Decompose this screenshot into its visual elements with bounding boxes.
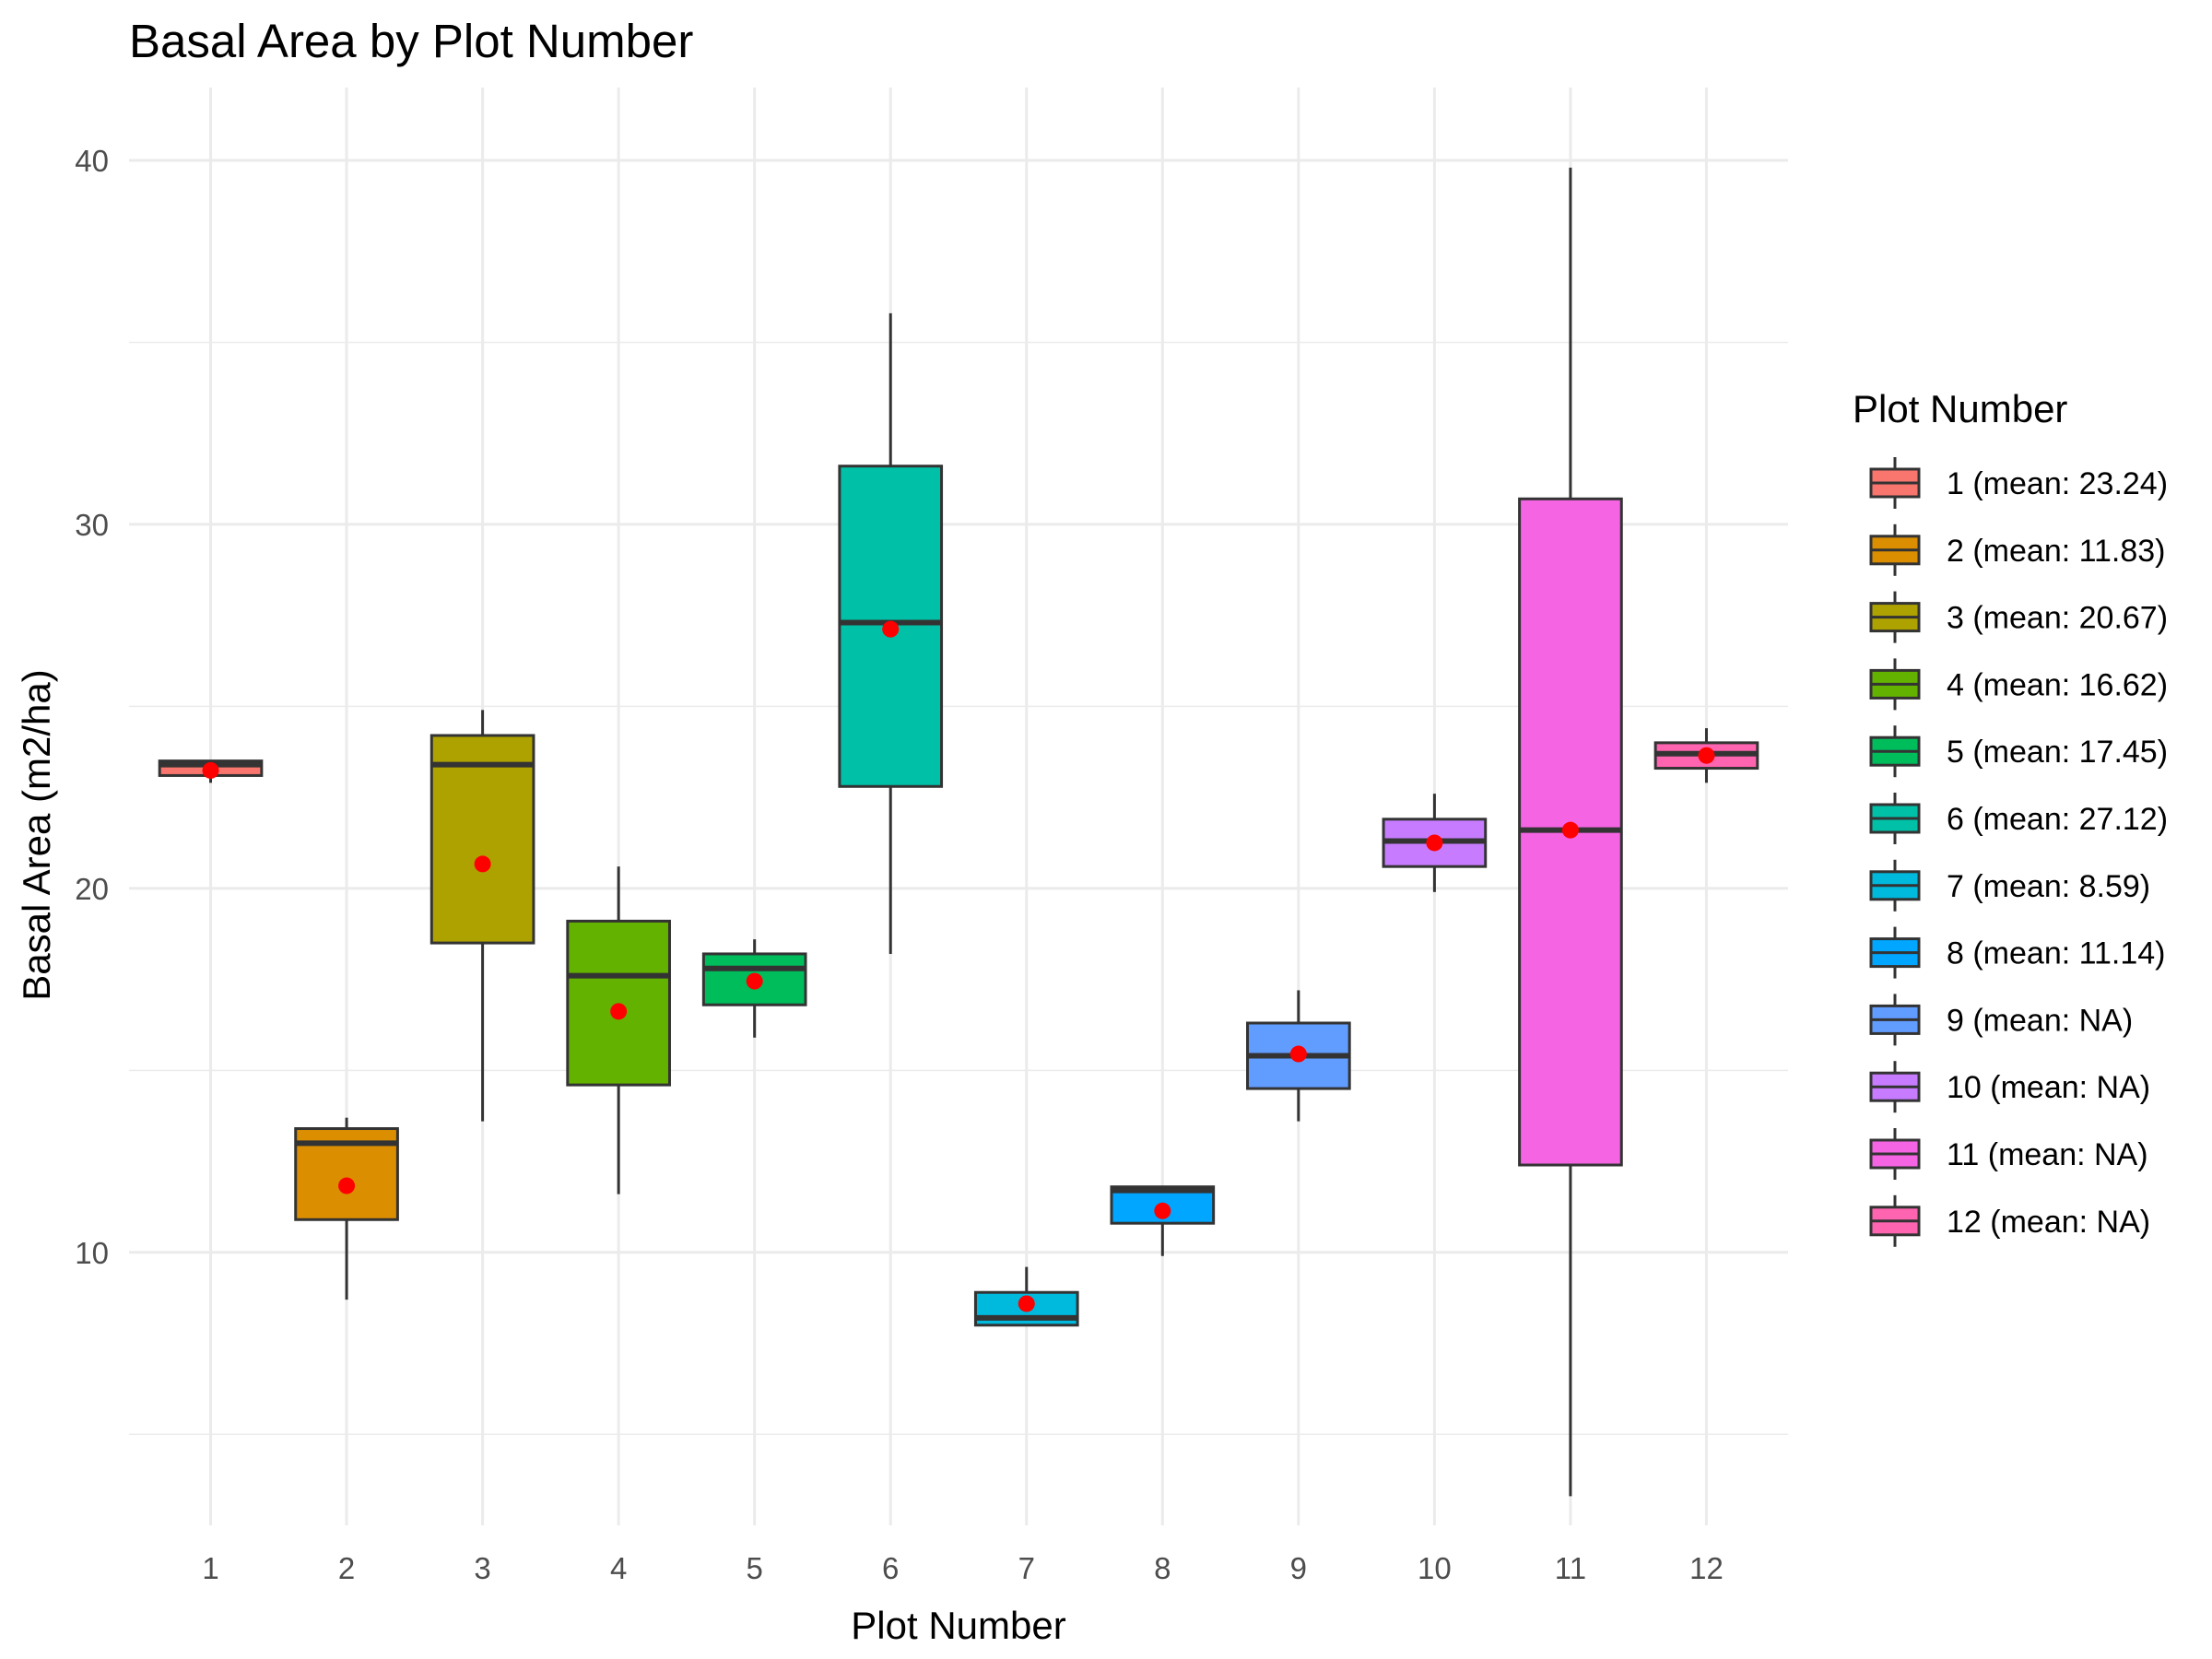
box-plot-4 [566,866,671,1194]
box-plot-5 [701,939,807,1038]
legend-label: 12 (mean: NA) [1947,1205,2150,1240]
box-plot-11 [1518,167,1623,1497]
legend-label: 2 (mean: 11.83) [1947,534,2166,569]
mean-point [1018,1295,1035,1312]
legend-item-12: 12 (mean: NA) [1869,1194,2150,1247]
legend-label: 8 (mean: 11.14) [1947,936,2166,971]
x-tick-label: 5 [747,1551,763,1585]
legend-item-2: 2 (mean: 11.83) [1869,524,2166,576]
box-plot-1 [158,759,264,783]
mean-point [746,972,763,990]
legend-item-4: 4 (mean: 16.62) [1869,658,2168,711]
box-plot-10 [1382,794,1488,892]
mean-point [338,1177,356,1194]
x-tick-label: 12 [1689,1551,1724,1585]
x-tick-label: 7 [1018,1551,1035,1585]
legend-item-11: 11 (mean: NA) [1869,1128,2148,1180]
x-tick-label: 10 [1418,1551,1452,1585]
x-axis-title: Plot Number [851,1604,1065,1647]
mean-point [474,855,491,873]
legend-item-3: 3 (mean: 20.67) [1869,591,2168,643]
legend-title: Plot Number [1853,387,2067,430]
y-tick-label: 40 [75,144,109,178]
box-plot-8 [1110,1185,1216,1256]
mean-point [882,620,900,638]
legend-label: 10 (mean: NA) [1947,1070,2150,1105]
chart-title: Basal Area by Plot Number [129,15,693,67]
legend-label: 7 (mean: 8.59) [1947,869,2150,904]
mean-point [1289,1045,1307,1063]
legend: Plot Number 1 (mean: 23.24) 2 (mean: 11.8… [1853,387,2168,1247]
y-axis-title: Basal Area (m2/ha) [15,669,58,1001]
box-group [158,167,1759,1497]
box-body [566,919,671,1087]
mean-point [1698,747,1715,764]
y-tick-label: 10 [75,1236,109,1270]
box-plot-12 [1653,728,1759,783]
mean-point [202,761,219,779]
x-tick-label: 9 [1290,1551,1307,1585]
legend-item-5: 5 (mean: 17.45) [1869,725,2168,778]
legend-item-6: 6 (mean: 27.12) [1869,793,2168,844]
x-tick-label: 4 [610,1551,627,1585]
legend-label: 1 (mean: 23.24) [1947,466,2168,501]
y-tick-label: 20 [75,872,109,906]
box-plot-9 [1246,990,1351,1122]
legend-item-1: 1 (mean: 23.24) [1869,457,2168,509]
legend-label: 5 (mean: 17.45) [1947,735,2168,770]
box-plot-2 [294,1117,399,1300]
legend-item-7: 7 (mean: 8.59) [1869,859,2150,912]
box-plot-7 [973,1266,1079,1327]
box-body [429,734,535,945]
mean-point [1426,834,1443,852]
x-tick-label: 1 [202,1551,218,1585]
mean-point [1154,1202,1171,1219]
legend-item-9: 9 (mean: NA) [1869,994,2133,1046]
x-tick-label: 8 [1154,1551,1171,1585]
legend-label: 11 (mean: NA) [1947,1137,2148,1172]
y-tick-label: 30 [75,508,109,542]
legend-item-8: 8 (mean: 11.14) [1869,926,2166,979]
legend-label: 9 (mean: NA) [1947,1003,2133,1038]
box-plot-6 [838,312,944,954]
x-tick-label: 2 [338,1551,355,1585]
x-tick-label: 6 [882,1551,899,1585]
box-plot-3 [429,710,535,1122]
legend-label: 6 (mean: 27.12) [1947,802,2168,837]
mean-point [1561,821,1579,839]
mean-point [610,1003,628,1020]
x-tick-label: 3 [474,1551,490,1585]
x-tick-label: 11 [1555,1551,1586,1585]
legend-label: 3 (mean: 20.67) [1947,601,2168,636]
legend-label: 4 (mean: 16.62) [1947,667,2168,702]
legend-item-10: 10 (mean: NA) [1869,1061,2150,1113]
